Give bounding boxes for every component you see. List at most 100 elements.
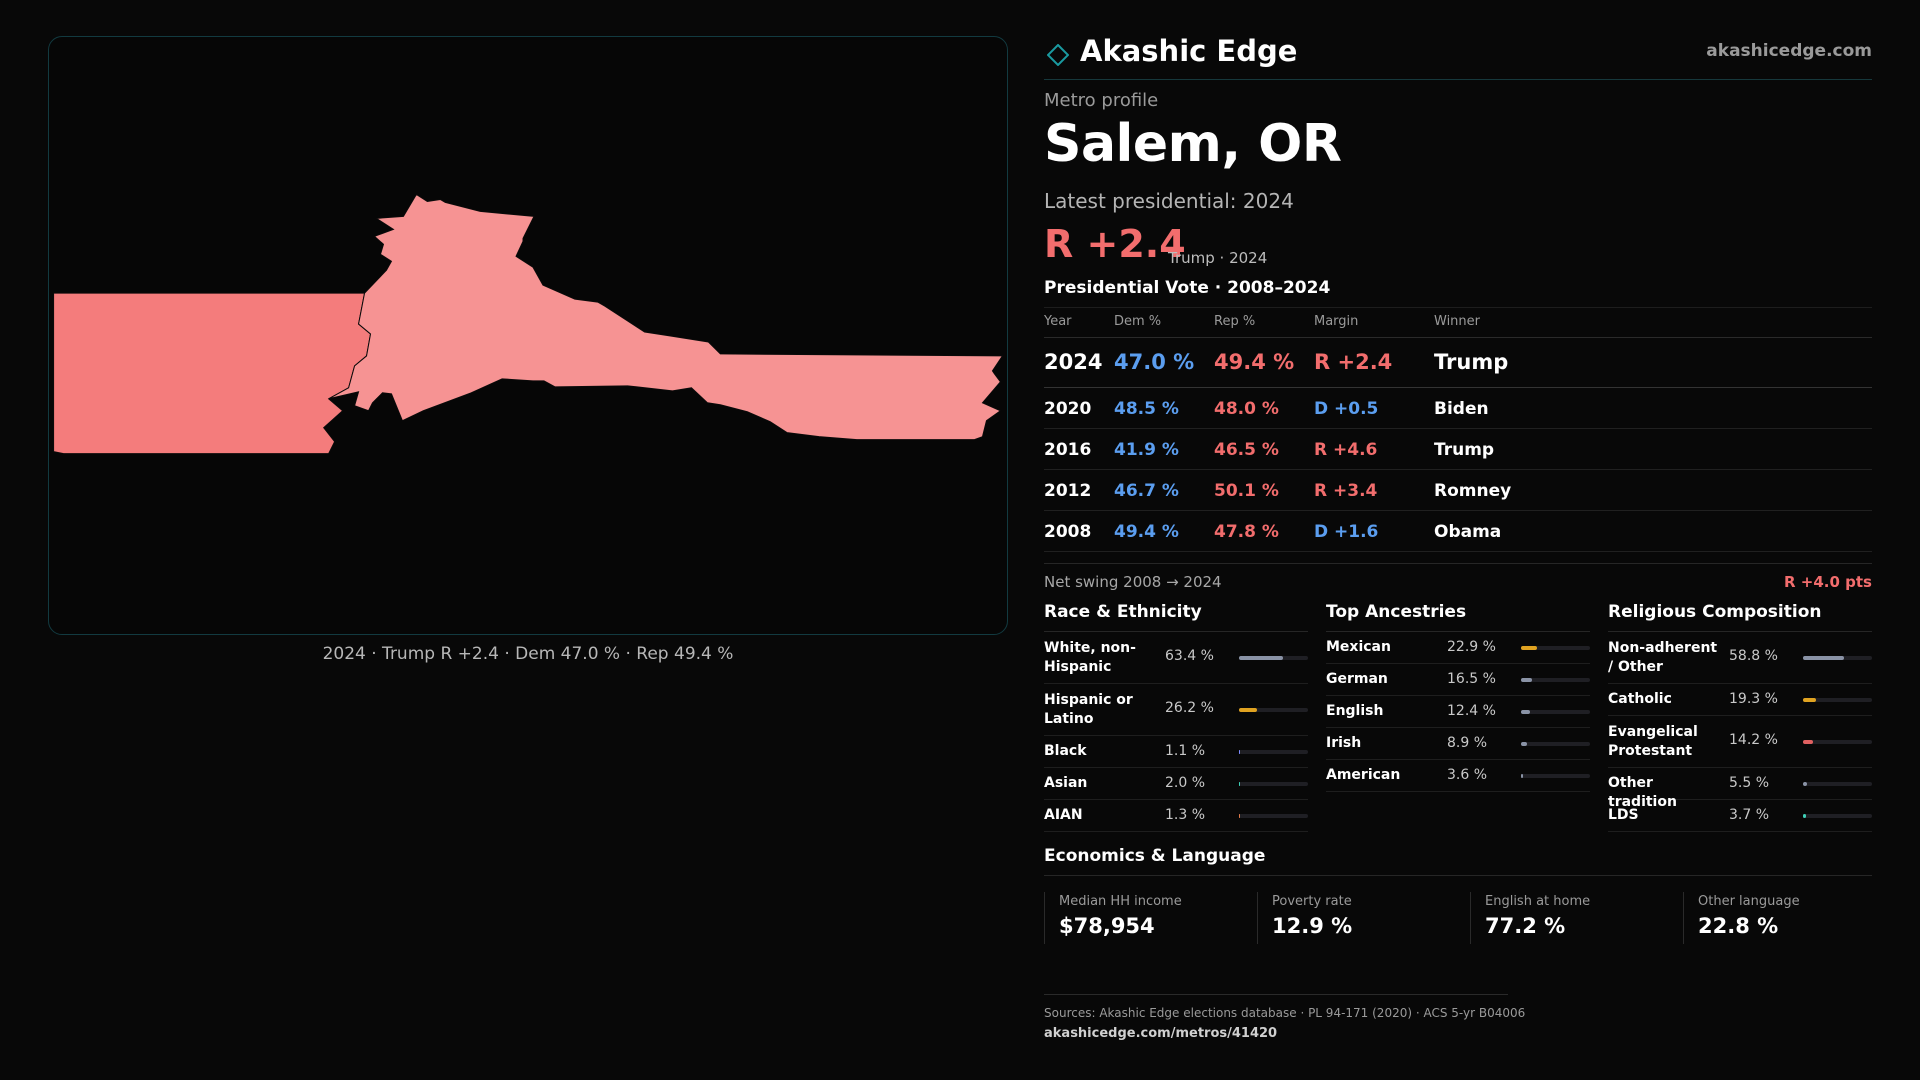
stat-label: American <box>1326 767 1401 783</box>
econ-poverty-rate: Poverty rate 12.9 % <box>1257 892 1464 944</box>
county-marion[interactable] <box>328 193 1004 441</box>
econ-label: Other language <box>1698 894 1800 909</box>
stat-value: 22.9 % <box>1447 639 1496 655</box>
cell-rep: 50.1 % <box>1214 481 1279 501</box>
stat-row: LDS 3.7 % <box>1608 800 1872 832</box>
stat-value: 26.2 % <box>1165 700 1214 716</box>
stat-bar-track <box>1521 678 1590 682</box>
cell-dem: 46.7 % <box>1114 481 1179 501</box>
stat-value: 3.7 % <box>1729 807 1770 823</box>
divider <box>1044 994 1508 995</box>
race-ethnicity-title: Race & Ethnicity <box>1044 602 1308 632</box>
stat-value: 2.0 % <box>1165 775 1206 791</box>
stat-value: 8.9 % <box>1447 735 1488 751</box>
econ-label: Poverty rate <box>1272 894 1352 909</box>
stat-label: AIAN <box>1044 807 1083 823</box>
stat-label: LDS <box>1608 807 1639 823</box>
stat-label: English <box>1326 703 1384 719</box>
stat-bar-track <box>1803 814 1872 818</box>
county-polk[interactable] <box>53 292 372 455</box>
stat-row: English 12.4 % <box>1326 696 1590 728</box>
stat-row: Catholic 19.3 % <box>1608 684 1872 716</box>
cell-rep: 49.4 % <box>1214 350 1295 374</box>
econ-other-language: Other language 22.8 % <box>1683 892 1890 944</box>
stat-label: Irish <box>1326 735 1362 751</box>
stat-bar-track <box>1521 710 1590 714</box>
stat-row: German 16.5 % <box>1326 664 1590 696</box>
cell-winner: Romney <box>1434 481 1512 501</box>
stat-row: AIAN 1.3 % <box>1044 800 1308 832</box>
cell-year: 2016 <box>1044 440 1092 460</box>
religion-title: Religious Composition <box>1608 602 1872 632</box>
net-swing-label: Net swing 2008 → 2024 <box>1044 573 1222 591</box>
stat-value: 19.3 % <box>1729 691 1778 707</box>
cell-dem: 47.0 % <box>1114 350 1195 374</box>
stat-value: 16.5 % <box>1447 671 1496 687</box>
cell-winner: Obama <box>1434 522 1502 542</box>
vote-table-header: Year Dem % Rep % Margin Winner <box>1044 308 1872 338</box>
stat-row: Irish 8.9 % <box>1326 728 1590 760</box>
cell-margin: D +1.6 <box>1314 522 1379 542</box>
site-link[interactable]: akashicedge.com <box>1706 41 1872 61</box>
stat-value: 14.2 % <box>1729 732 1778 748</box>
cell-rep: 47.8 % <box>1214 522 1279 542</box>
stat-label: Asian <box>1044 775 1088 791</box>
stat-value: 3.6 % <box>1447 767 1488 783</box>
stat-label: Hispanic or Latino <box>1044 692 1133 727</box>
stat-bar-track <box>1521 646 1590 650</box>
cell-winner: Trump <box>1434 440 1495 460</box>
econ-value: 77.2 % <box>1485 914 1566 938</box>
table-row: 2012 46.7 % 50.1 % R +3.4 Romney <box>1044 470 1872 511</box>
table-row: 2024 47.0 % 49.4 % R +2.4 Trump <box>1044 338 1872 388</box>
stat-bar-track <box>1803 782 1872 786</box>
header-year: Year <box>1044 314 1072 329</box>
metro-url-link[interactable]: akashicedge.com/metros/41420 <box>1044 1026 1278 1041</box>
header-margin: Margin <box>1314 314 1359 329</box>
stat-bar <box>1521 774 1524 778</box>
stat-bar-track <box>1803 698 1872 702</box>
stat-row: Non-adherent / Other 58.8 % <box>1608 632 1872 684</box>
metro-map[interactable] <box>48 36 1008 635</box>
cell-rep: 46.5 % <box>1214 440 1279 460</box>
cell-dem: 49.4 % <box>1114 522 1179 542</box>
stat-bar-track <box>1803 656 1872 660</box>
stat-bar <box>1803 698 1817 702</box>
stat-bar <box>1239 814 1241 818</box>
vote-table: Year Dem % Rep % Margin Winner 2024 47.0… <box>1044 307 1872 552</box>
stat-row: Asian 2.0 % <box>1044 768 1308 800</box>
stat-row: Black 1.1 % <box>1044 736 1308 768</box>
stat-bar <box>1239 750 1241 754</box>
page-title: Salem, OR <box>1044 114 1342 174</box>
header-bar: Akashic Edge akashicedge.com <box>1044 34 1872 80</box>
stat-bar <box>1521 646 1537 650</box>
cell-winner: Biden <box>1434 399 1489 419</box>
stat-bar <box>1239 782 1241 786</box>
stat-value: 5.5 % <box>1729 775 1770 791</box>
stat-bar-track <box>1803 740 1872 744</box>
cell-year: 2012 <box>1044 481 1092 501</box>
cell-dem: 41.9 % <box>1114 440 1179 460</box>
stat-bar <box>1803 656 1844 660</box>
stat-bar <box>1803 782 1807 786</box>
header-dem: Dem % <box>1114 314 1162 329</box>
econ-median-income: Median HH income $78,954 <box>1044 892 1251 944</box>
stat-bar-track <box>1239 814 1308 818</box>
brand-name[interactable]: Akashic Edge <box>1080 34 1298 68</box>
stat-bar-track <box>1239 708 1308 712</box>
stat-bar <box>1239 656 1283 660</box>
ancestries-block: Top Ancestries Mexican 22.9 % German 16.… <box>1326 602 1590 792</box>
stat-label: Evangelical Protestant <box>1608 724 1698 759</box>
stat-label: Black <box>1044 743 1087 759</box>
stat-bar-track <box>1239 656 1308 660</box>
cell-margin: D +0.5 <box>1314 399 1379 419</box>
stat-bar-track <box>1239 782 1308 786</box>
stat-row: Evangelical Protestant 14.2 % <box>1608 716 1872 768</box>
cell-year: 2020 <box>1044 399 1092 419</box>
stat-bar-track <box>1239 750 1308 754</box>
sources-note: Sources: Akashic Edge elections database… <box>1044 1006 1526 1020</box>
stat-row: American 3.6 % <box>1326 760 1590 792</box>
race-ethnicity-block: Race & Ethnicity White, non-Hispanic 63.… <box>1044 602 1308 832</box>
stat-bar <box>1803 814 1806 818</box>
cell-margin: R +3.4 <box>1314 481 1378 501</box>
econ-value: 22.8 % <box>1698 914 1779 938</box>
